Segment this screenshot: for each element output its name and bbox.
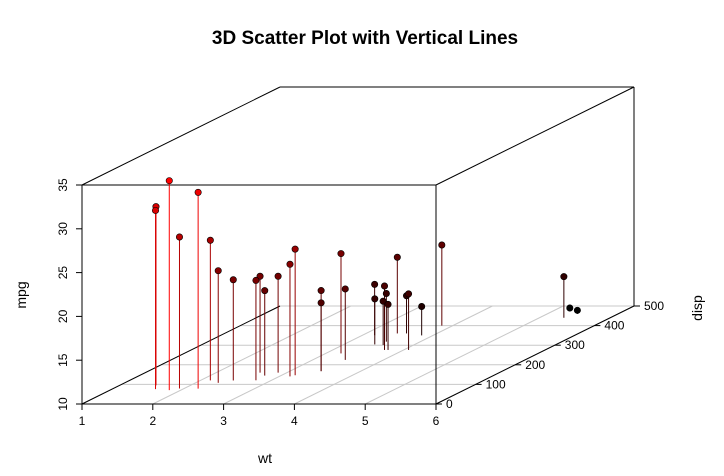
z-tick-label: 10 [56, 397, 70, 411]
data-point [206, 236, 214, 244]
x-axis-label: wt [257, 450, 272, 466]
box-edge [81, 86, 281, 186]
data-point [384, 300, 392, 308]
box-edge [81, 305, 281, 405]
z-tick-label: 15 [56, 353, 70, 367]
box-edge [435, 305, 635, 405]
data-point [229, 276, 237, 284]
data-point [341, 285, 349, 293]
data-point [371, 295, 379, 303]
chart-title: 3D Scatter Plot with Vertical Lines [212, 28, 518, 49]
x-tick-label: 1 [79, 414, 86, 428]
data-point [256, 272, 264, 280]
y-tick-label: 100 [486, 377, 506, 391]
box-edge [435, 86, 635, 186]
data-points [152, 177, 581, 314]
y-axis-label: disp [689, 295, 705, 321]
grid-line-x [364, 305, 564, 405]
axis-ticks: 1 2 3 4 5 6 10 15 20 25 30 35 0 100 200 300 400 500 [56, 178, 664, 428]
x-tick-label: 3 [220, 414, 227, 428]
data-point [252, 276, 260, 284]
z-tick-label: 30 [56, 222, 70, 236]
data-point [405, 290, 413, 298]
data-point [317, 287, 325, 295]
z-tick-label: 20 [56, 309, 70, 323]
y-tick-label: 200 [525, 358, 545, 372]
y-tick-label: 0 [446, 397, 453, 411]
x-tick-label: 5 [362, 414, 369, 428]
x-tick-label: 6 [433, 414, 440, 428]
z-axis-label: mpg [13, 281, 29, 308]
grid-line-x [294, 305, 493, 405]
grid-line-x [152, 305, 352, 405]
vertical-lines [155, 180, 578, 391]
data-point [274, 272, 282, 280]
grid-line-x [223, 305, 422, 405]
y-tick-label: 500 [644, 299, 664, 313]
data-point [382, 289, 390, 297]
data-point [286, 260, 294, 268]
data-point [175, 233, 183, 241]
data-point [560, 273, 568, 281]
x-tick-label: 4 [291, 414, 298, 428]
x-tick-label: 2 [149, 414, 156, 428]
data-point [438, 241, 446, 249]
floor-grid [81, 305, 635, 405]
z-tick-label: 35 [56, 178, 70, 192]
data-point [337, 250, 345, 258]
data-point [194, 188, 202, 196]
data-point [379, 297, 387, 305]
bounding-box [81, 86, 635, 405]
data-point [393, 253, 401, 261]
data-point [261, 287, 269, 295]
y-tick-label: 400 [604, 319, 624, 333]
z-tick-label: 25 [56, 266, 70, 280]
y-tick-label: 300 [565, 338, 585, 352]
data-point [291, 245, 299, 253]
data-point [371, 280, 379, 288]
data-point [165, 177, 173, 185]
data-point [381, 282, 389, 290]
data-point [566, 304, 574, 312]
data-point [418, 302, 426, 310]
data-point [152, 206, 160, 214]
data-point [214, 267, 222, 275]
data-point [573, 306, 581, 314]
data-point [317, 299, 325, 307]
